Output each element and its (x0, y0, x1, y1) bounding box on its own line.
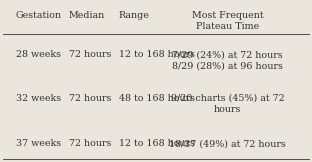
Text: 72 hours: 72 hours (69, 50, 111, 59)
Text: 37 weeks: 37 weeks (16, 139, 61, 148)
Text: 72 hours: 72 hours (69, 139, 111, 148)
Text: 9/20 charts (45%) at 72
hours: 9/20 charts (45%) at 72 hours (171, 94, 285, 114)
Text: 72 hours: 72 hours (69, 94, 111, 103)
Text: 7/29 (24%) at 72 hours
8/29 (28%) at 96 hours: 7/29 (24%) at 72 hours 8/29 (28%) at 96 … (172, 50, 283, 71)
Text: 12 to 168 hours: 12 to 168 hours (119, 139, 195, 148)
Text: Gestation: Gestation (16, 11, 62, 20)
Text: Most Frequent
Plateau Time: Most Frequent Plateau Time (192, 11, 264, 31)
Text: 28 weeks: 28 weeks (16, 50, 61, 59)
Text: 12 to 168 hours: 12 to 168 hours (119, 50, 195, 59)
Text: 48 to 168 hours: 48 to 168 hours (119, 94, 195, 103)
Text: 18/37 (49%) at 72 hours: 18/37 (49%) at 72 hours (169, 139, 286, 148)
Text: 32 weeks: 32 weeks (16, 94, 61, 103)
Text: Range: Range (119, 11, 149, 20)
Text: Median: Median (69, 11, 105, 20)
